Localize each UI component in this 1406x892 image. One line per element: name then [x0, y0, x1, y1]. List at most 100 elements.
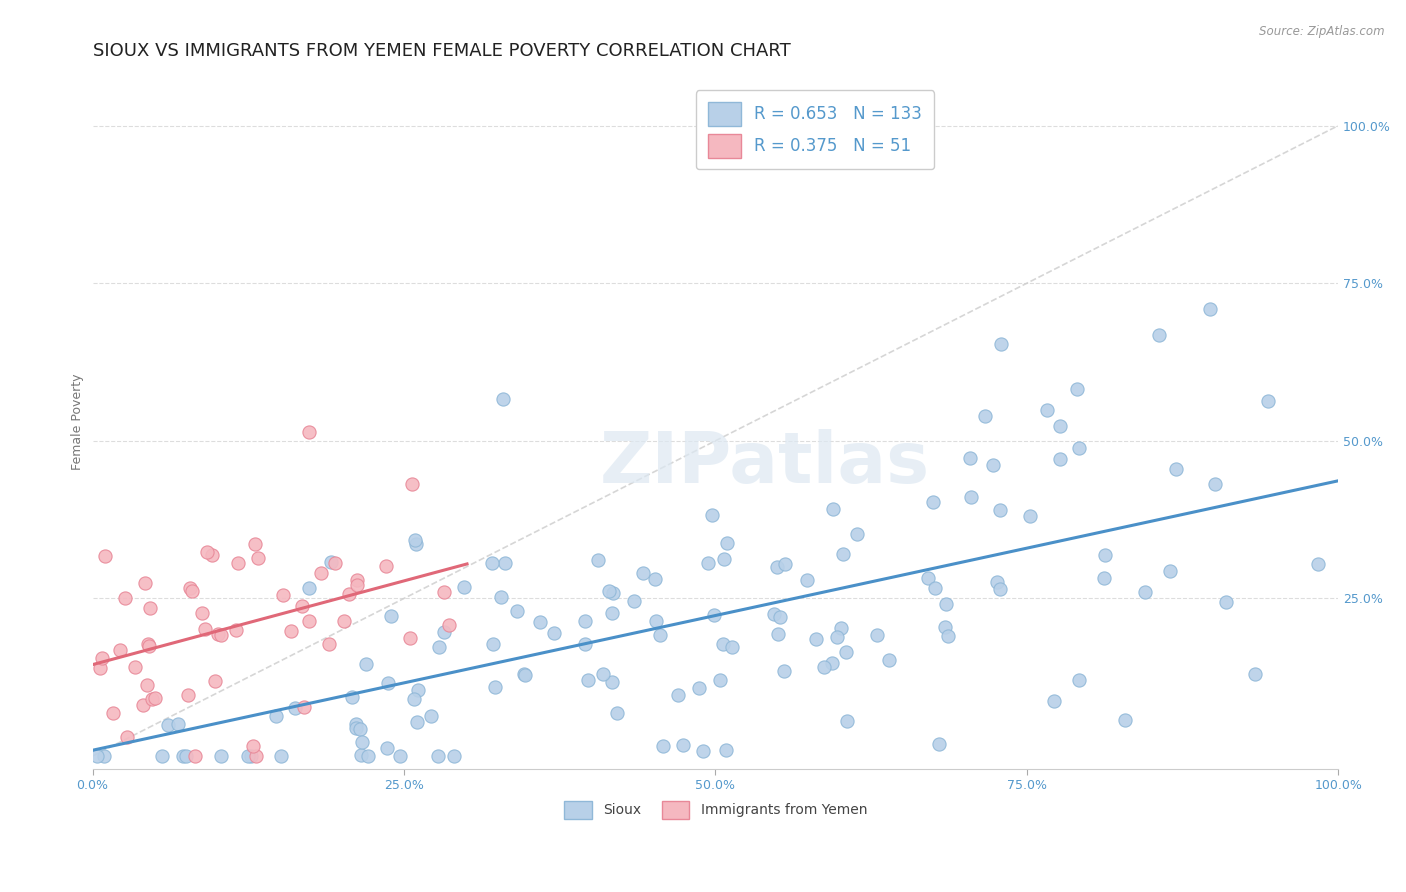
Sioux [866, 628, 889, 642]
Sioux [574, 614, 596, 628]
Sioux [835, 645, 858, 659]
Sioux [492, 392, 515, 406]
Immigrants from Yemen [346, 573, 368, 587]
Sioux [1159, 564, 1181, 578]
Sioux [349, 722, 371, 736]
Sioux [453, 580, 475, 594]
Sioux [380, 609, 402, 624]
Sioux [1049, 452, 1071, 467]
Sioux [1069, 441, 1091, 455]
Immigrants from Yemen [246, 551, 269, 566]
Sioux [350, 747, 373, 762]
Sioux [174, 749, 197, 764]
Sioux [377, 676, 399, 690]
Sioux [357, 749, 380, 764]
Sioux [697, 556, 720, 570]
Immigrants from Yemen [139, 600, 162, 615]
Sioux [346, 721, 368, 735]
Sioux [1204, 477, 1226, 491]
Sioux [716, 536, 738, 550]
Immigrants from Yemen [181, 584, 204, 599]
Immigrants from Yemen [228, 556, 250, 570]
Sioux [427, 749, 450, 764]
Sioux [921, 494, 943, 508]
Sioux [433, 624, 456, 639]
Sioux [766, 559, 789, 574]
Legend: Sioux, Immigrants from Yemen: Sioux, Immigrants from Yemen [558, 795, 873, 824]
Sioux [506, 605, 529, 619]
Immigrants from Yemen [309, 566, 332, 580]
Immigrants from Yemen [136, 678, 159, 692]
Sioux [420, 709, 443, 723]
Sioux [402, 692, 425, 706]
Immigrants from Yemen [207, 627, 229, 641]
Sioux [1133, 585, 1156, 599]
Sioux [513, 667, 536, 681]
Immigrants from Yemen [375, 558, 398, 573]
Immigrants from Yemen [292, 700, 315, 714]
Sioux [1114, 714, 1136, 728]
Sioux [713, 551, 735, 566]
Immigrants from Yemen [134, 576, 156, 591]
Sioux [990, 582, 1012, 596]
Sioux [600, 606, 623, 620]
Sioux [988, 503, 1011, 517]
Immigrants from Yemen [136, 637, 159, 651]
Sioux [494, 556, 516, 570]
Immigrants from Yemen [94, 549, 117, 564]
Sioux [936, 629, 959, 643]
Immigrants from Yemen [184, 749, 207, 764]
Sioux [1019, 509, 1042, 524]
Sioux [821, 657, 844, 671]
Sioux [688, 681, 710, 696]
Sioux [298, 581, 321, 595]
Sioux [576, 673, 599, 688]
Sioux [981, 458, 1004, 473]
Sioux [1164, 461, 1187, 475]
Sioux [1067, 673, 1090, 688]
Sioux [543, 626, 565, 640]
Sioux [877, 653, 900, 667]
Immigrants from Yemen [325, 557, 347, 571]
Immigrants from Yemen [90, 650, 112, 665]
Sioux [692, 744, 714, 758]
Sioux [990, 336, 1012, 351]
Sioux [1094, 548, 1116, 562]
Immigrants from Yemen [398, 631, 420, 645]
Immigrants from Yemen [195, 545, 218, 559]
Immigrants from Yemen [114, 591, 136, 605]
Sioux [602, 586, 624, 600]
Sioux [429, 640, 451, 654]
Immigrants from Yemen [101, 706, 124, 721]
Sioux [924, 582, 946, 596]
Sioux [270, 749, 292, 764]
Sioux [284, 701, 307, 715]
Sioux [1198, 301, 1220, 316]
Y-axis label: Female Poverty: Female Poverty [72, 374, 84, 470]
Sioux [340, 690, 363, 704]
Sioux [606, 706, 628, 720]
Immigrants from Yemen [209, 628, 232, 642]
Immigrants from Yemen [194, 622, 217, 636]
Sioux [600, 674, 623, 689]
Sioux [513, 668, 536, 682]
Immigrants from Yemen [124, 660, 146, 674]
Sioux [354, 657, 377, 671]
Sioux [319, 555, 342, 569]
Text: Source: ZipAtlas.com: Source: ZipAtlas.com [1260, 25, 1385, 38]
Sioux [598, 584, 620, 599]
Sioux [763, 607, 786, 622]
Sioux [703, 607, 725, 622]
Sioux [481, 556, 503, 570]
Sioux [1066, 382, 1088, 396]
Sioux [845, 527, 868, 541]
Immigrants from Yemen [242, 739, 264, 753]
Sioux [592, 667, 614, 681]
Sioux [773, 664, 796, 678]
Sioux [934, 619, 956, 633]
Sioux [157, 717, 180, 731]
Sioux [389, 749, 412, 764]
Immigrants from Yemen [177, 688, 200, 702]
Sioux [1094, 571, 1116, 585]
Sioux [1243, 666, 1265, 681]
